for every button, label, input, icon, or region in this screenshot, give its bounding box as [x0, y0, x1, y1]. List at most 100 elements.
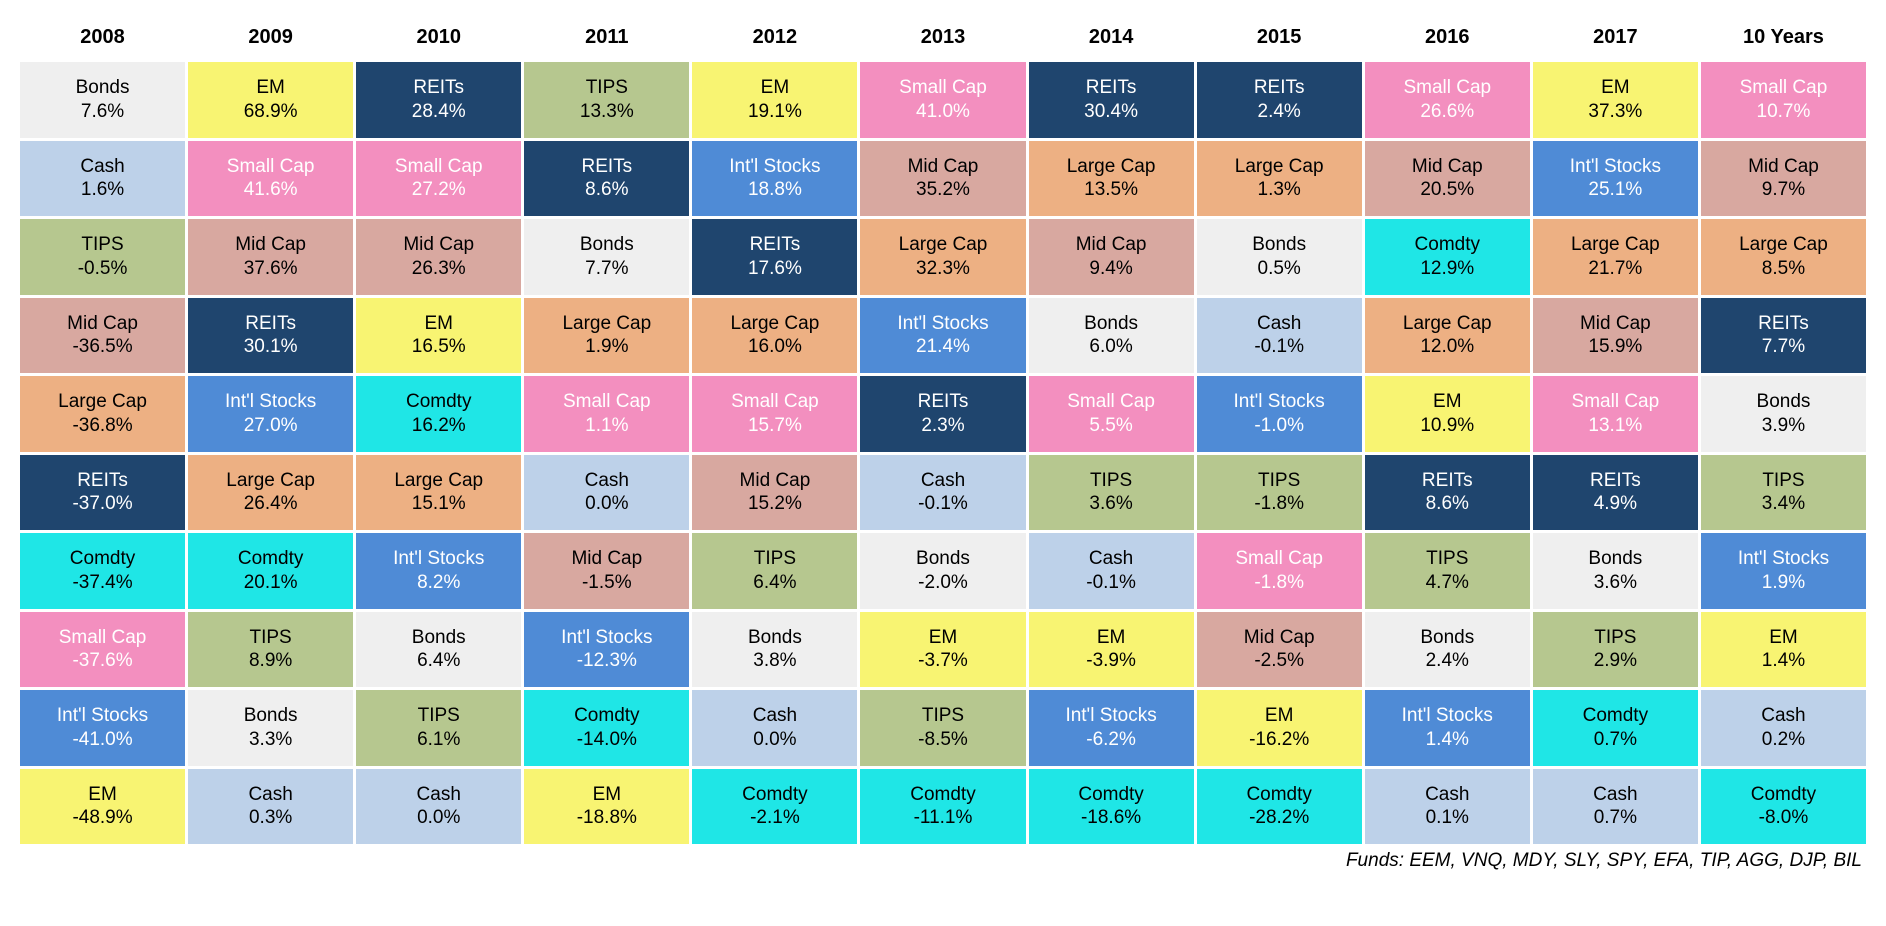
cell-category: Mid Cap: [1412, 155, 1483, 179]
quilt-cell: Small Cap5.5%: [1029, 376, 1194, 452]
cell-value: 7.7%: [1762, 335, 1805, 359]
quilt-cell: Comdty0.7%: [1533, 690, 1698, 766]
quilt-cell: Int'l Stocks21.4%: [860, 298, 1025, 374]
cell-category: REITs: [1086, 76, 1137, 100]
cell-value: -1.8%: [1254, 492, 1304, 516]
cell-category: REITs: [245, 312, 296, 336]
cell-value: 0.3%: [249, 806, 292, 830]
cell-value: 19.1%: [748, 100, 802, 124]
cell-category: Comdty: [1246, 783, 1311, 807]
cell-value: 2.4%: [1258, 100, 1301, 124]
cell-category: Small Cap: [731, 390, 819, 414]
cell-value: 3.6%: [1089, 492, 1132, 516]
quilt-cell: Comdty-18.6%: [1029, 769, 1194, 845]
quilt-cell: REITs30.4%: [1029, 62, 1194, 138]
cell-category: Small Cap: [1740, 76, 1828, 100]
cell-category: Cash: [1089, 547, 1133, 571]
quilt-cell: Int'l Stocks1.9%: [1701, 533, 1866, 609]
cell-category: Mid Cap: [908, 155, 979, 179]
cell-value: -28.2%: [1249, 806, 1309, 830]
cell-value: -3.9%: [1086, 649, 1136, 673]
cell-category: EM: [424, 312, 453, 336]
cell-category: Comdty: [910, 783, 975, 807]
column-header: 2008: [20, 20, 185, 59]
quilt-cell: Mid Cap20.5%: [1365, 141, 1530, 217]
cell-category: Comdty: [1415, 233, 1480, 257]
quilt-cell: REITs8.6%: [524, 141, 689, 217]
quilt-cell: Bonds-2.0%: [860, 533, 1025, 609]
quilt-cell: Large Cap32.3%: [860, 219, 1025, 295]
cell-category: TIPS: [418, 704, 460, 728]
cell-category: Large Cap: [899, 233, 988, 257]
cell-category: EM: [929, 626, 958, 650]
cell-value: -1.0%: [1254, 414, 1304, 438]
cell-value: 13.3%: [580, 100, 634, 124]
cell-value: 27.2%: [412, 178, 466, 202]
cell-value: 0.7%: [1594, 728, 1637, 752]
cell-category: TIPS: [754, 547, 796, 571]
cell-category: Mid Cap: [740, 469, 811, 493]
cell-category: Large Cap: [58, 390, 147, 414]
cell-value: -0.1%: [918, 492, 968, 516]
quilt-cell: EM-16.2%: [1197, 690, 1362, 766]
column-header: 2010: [356, 20, 521, 59]
cell-category: Int'l Stocks: [1570, 155, 1661, 179]
cell-value: 41.0%: [916, 100, 970, 124]
quilt-cell: Small Cap26.6%: [1365, 62, 1530, 138]
cell-category: TIPS: [1426, 547, 1468, 571]
quilt-cell: TIPS3.6%: [1029, 455, 1194, 531]
cell-value: -0.5%: [78, 257, 128, 281]
quilt-cell: Comdty20.1%: [188, 533, 353, 609]
cell-category: TIPS: [1762, 469, 1804, 493]
quilt-cell: Large Cap13.5%: [1029, 141, 1194, 217]
cell-value: 25.1%: [1588, 178, 1642, 202]
quilt-cell: Int'l Stocks-12.3%: [524, 612, 689, 688]
cell-value: 21.7%: [1588, 257, 1642, 281]
cell-value: 41.6%: [244, 178, 298, 202]
cell-category: Large Cap: [562, 312, 651, 336]
cell-category: Int'l Stocks: [1738, 547, 1829, 571]
cell-category: Int'l Stocks: [561, 626, 652, 650]
cell-category: EM: [1433, 390, 1462, 414]
cell-category: EM: [1769, 626, 1798, 650]
cell-value: 2.9%: [1594, 649, 1637, 673]
cell-category: Large Cap: [1403, 312, 1492, 336]
quilt-cell: REITs-37.0%: [20, 455, 185, 531]
cell-value: 15.9%: [1588, 335, 1642, 359]
cell-category: EM: [88, 783, 117, 807]
column-header: 2013: [860, 20, 1025, 59]
quilt-cell: TIPS2.9%: [1533, 612, 1698, 688]
cell-category: Cash: [417, 783, 461, 807]
cell-value: 12.0%: [1420, 335, 1474, 359]
column-header: 2015: [1197, 20, 1362, 59]
cell-category: REITs: [77, 469, 128, 493]
quilt-cell: Int'l Stocks8.2%: [356, 533, 521, 609]
cell-value: 1.4%: [1762, 649, 1805, 673]
quilt-cell: Comdty16.2%: [356, 376, 521, 452]
cell-category: Int'l Stocks: [225, 390, 316, 414]
quilt-cell: Mid Cap35.2%: [860, 141, 1025, 217]
quilt-cell: Int'l Stocks-6.2%: [1029, 690, 1194, 766]
quilt-cell: TIPS-1.8%: [1197, 455, 1362, 531]
cell-value: -11.1%: [914, 806, 973, 830]
cell-value: 10.9%: [1420, 414, 1474, 438]
quilt-cell: Small Cap13.1%: [1533, 376, 1698, 452]
cell-value: 16.2%: [412, 414, 466, 438]
quilt-cell: REITs4.9%: [1533, 455, 1698, 531]
cell-value: -6.2%: [1086, 728, 1136, 752]
cell-value: 37.6%: [244, 257, 298, 281]
column-header: 2017: [1533, 20, 1698, 59]
cell-value: 1.6%: [81, 178, 124, 202]
quilt-cell: Cash0.2%: [1701, 690, 1866, 766]
quilt-cell: Small Cap-1.8%: [1197, 533, 1362, 609]
cell-category: Small Cap: [395, 155, 483, 179]
cell-category: TIPS: [250, 626, 292, 650]
cell-category: Comdty: [1751, 783, 1816, 807]
cell-value: -48.9%: [72, 806, 132, 830]
cell-category: REITs: [1422, 469, 1473, 493]
cell-category: Bonds: [1757, 390, 1811, 414]
cell-value: 1.4%: [1426, 728, 1469, 752]
cell-category: EM: [1097, 626, 1126, 650]
quilt-cell: Cash-0.1%: [1197, 298, 1362, 374]
cell-category: TIPS: [1090, 469, 1132, 493]
